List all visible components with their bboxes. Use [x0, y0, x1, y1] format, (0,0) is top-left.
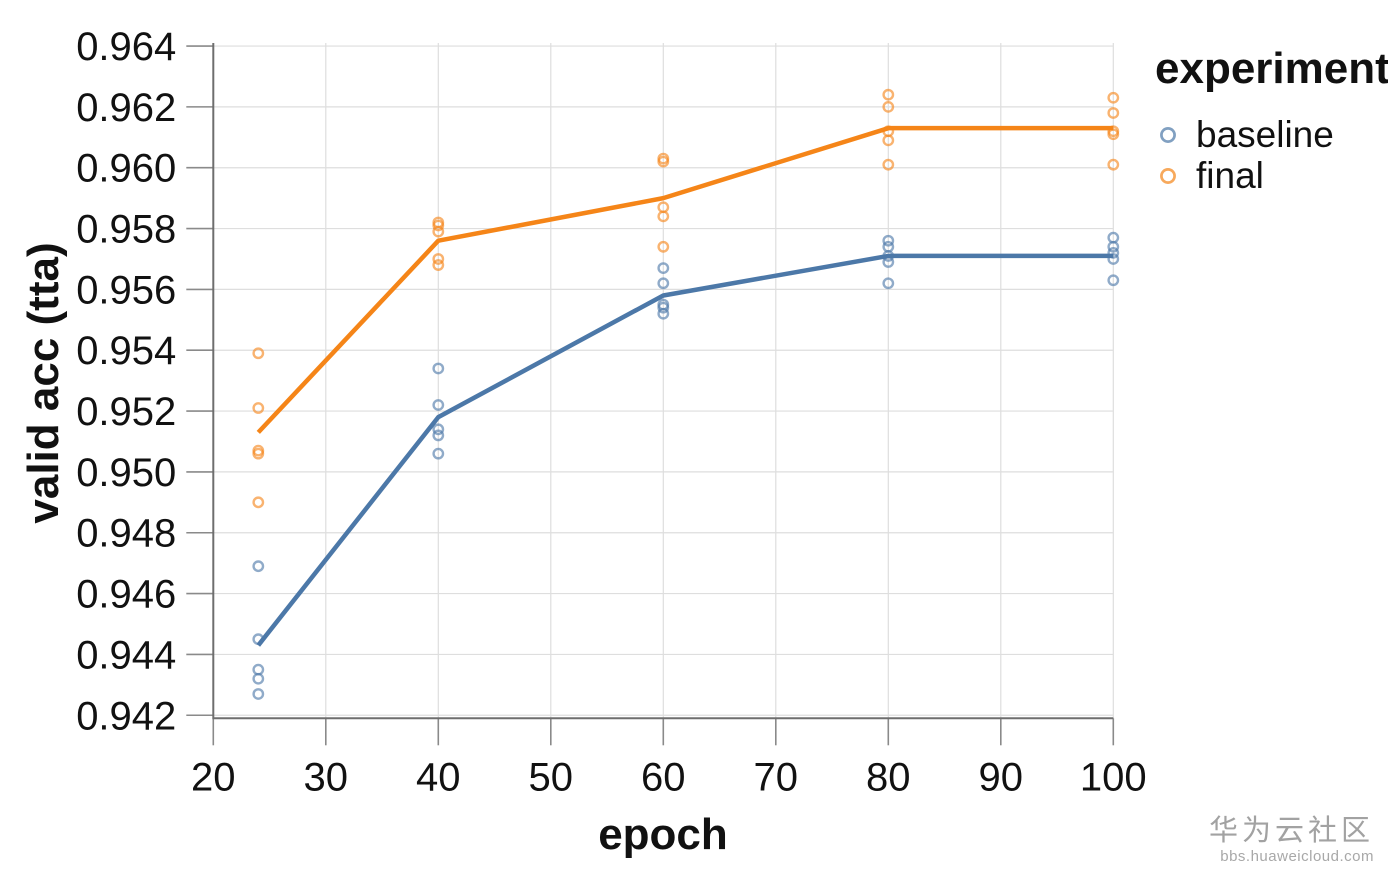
y-tick-label: 0.954 [76, 329, 176, 373]
x-tick-label: 40 [416, 755, 461, 799]
final-point [432, 219, 445, 232]
final-circle-icon [1160, 167, 1176, 184]
legend-label-final: final [1196, 154, 1264, 196]
x-tick-label: 80 [866, 755, 911, 799]
x-tick-label: 100 [1080, 755, 1147, 799]
final-point [657, 210, 670, 223]
baseline-point [432, 447, 445, 460]
x-tick-label: 60 [641, 755, 686, 799]
final-trend-line [256, 125, 1114, 434]
legend-item-baseline: baseline [1155, 114, 1388, 155]
baseline-point [1107, 240, 1120, 253]
baseline-trend-line [256, 253, 1114, 647]
y-tick-label: 0.942 [76, 694, 176, 738]
baseline-point [432, 423, 445, 436]
legend: experiment baseline final [1155, 44, 1388, 196]
baseline-point [657, 307, 670, 320]
x-tick-label: 90 [979, 755, 1024, 799]
y-tick-label: 0.950 [76, 451, 176, 495]
y-tick-label: 0.958 [76, 208, 176, 252]
y-tick-label: 0.962 [76, 86, 176, 130]
legend-item-final: final [1155, 155, 1388, 196]
legend-title: experiment [1155, 44, 1388, 93]
final-point [657, 155, 670, 168]
x-tick-label: 70 [754, 755, 799, 799]
x-tick-label: 50 [529, 755, 574, 799]
final-point [252, 402, 265, 414]
final-point [432, 253, 445, 265]
baseline-point [882, 234, 895, 247]
final-point [252, 496, 265, 509]
baseline-point [657, 262, 670, 274]
x-tick-label: 30 [304, 755, 349, 799]
baseline-point [882, 277, 895, 290]
y-tick-label: 0.952 [76, 390, 176, 434]
baseline-point [432, 362, 445, 375]
final-point [252, 447, 265, 460]
y-tick-label: 0.960 [76, 147, 176, 191]
watermark: 华为云社区 bbs.huaweicloud.com [1209, 815, 1374, 865]
baseline-point [657, 277, 670, 290]
baseline-circle-icon [1160, 126, 1176, 143]
final-point [432, 225, 445, 238]
final-point [882, 158, 895, 171]
watermark-subtitle: bbs.huaweicloud.com [1220, 848, 1374, 865]
y-axis-title: valid acc (tta) [19, 242, 68, 524]
final-point [882, 134, 895, 147]
watermark-title: 华为云社区 [1208, 814, 1374, 847]
final-point [657, 240, 670, 253]
legend-label-baseline: baseline [1196, 113, 1334, 155]
baseline-point [1107, 274, 1120, 287]
axis-domain [212, 43, 1114, 720]
baseline-point [252, 560, 265, 573]
final-point [1107, 158, 1120, 171]
x-axis-title: epoch [598, 810, 728, 859]
final-point [1107, 107, 1120, 119]
baseline-point [252, 672, 265, 685]
y-tick-label: 0.964 [76, 25, 176, 69]
y-tick-label: 0.946 [76, 573, 176, 617]
baseline-point [657, 301, 670, 314]
final-point [432, 259, 445, 271]
final-point [882, 88, 895, 101]
x-tick-label: 20 [191, 755, 236, 799]
baseline-point [432, 429, 445, 442]
final-point [1107, 91, 1120, 104]
baseline-point [432, 399, 445, 411]
final-point [882, 100, 895, 113]
y-tick-label: 0.956 [76, 268, 176, 312]
baseline-point [252, 688, 265, 700]
y-tick-label: 0.948 [76, 512, 176, 556]
y-tick-label: 0.944 [76, 633, 176, 677]
final-point [252, 347, 265, 360]
